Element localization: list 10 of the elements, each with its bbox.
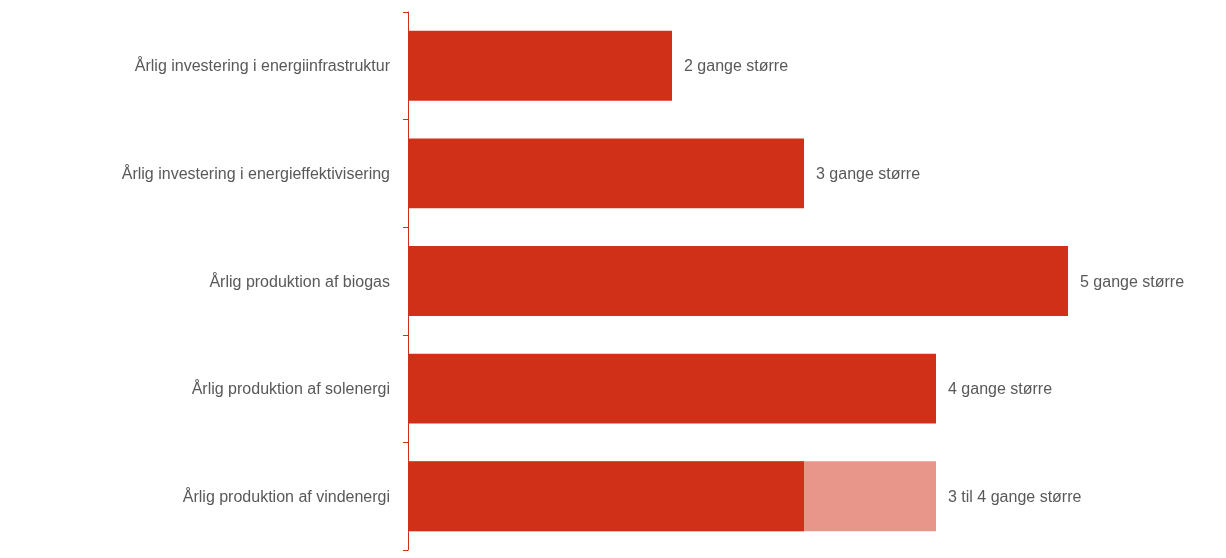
data-label: 3 gange større [816,164,921,182]
y-tick-label: Årlig produktion af biogas [209,271,390,290]
data-label: 2 gange større [684,57,789,75]
data-label: 3 til 4 gange større [948,487,1082,505]
y-tick-label: Årlig investering i energieffektivisering [121,163,390,182]
data-label: 4 gange større [948,380,1053,398]
data-label: 5 gange større [1080,272,1185,290]
y-tick-label: Årlig produktion af solenergi [191,379,390,398]
y-tick-label: Årlig investering i energiinfrastruktur [134,56,391,75]
y-tick-label: Årlig produktion af vindenergi [182,486,390,505]
